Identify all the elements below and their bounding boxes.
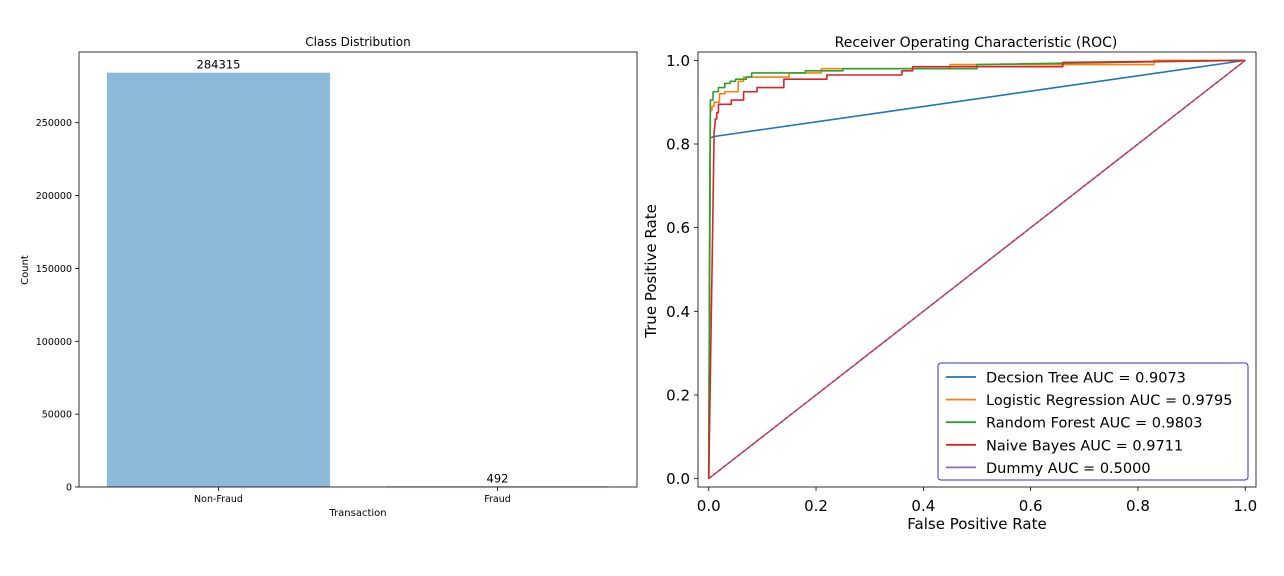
bar-plot-frame [78, 51, 638, 488]
class-distribution-chart: Class Distribution 284315 492 0 50000 10000… [20, 35, 638, 519]
legend-label: Random Forest AUC = 0.9803 [986, 416, 1203, 432]
roc-y-tick-label: 0.2 [666, 386, 690, 404]
legend-label: Naive Bayes AUC = 0.9711 [986, 438, 1183, 454]
roc-series-naive-bayes [707, 59, 1246, 479]
bar-x-axis-label: Transaction [328, 508, 386, 519]
roc-legend-frame [937, 362, 1249, 481]
legend-label: Decsion Tree AUC = 0.9073 [986, 371, 1186, 387]
bar-y-tick-label: 50000 [42, 410, 72, 421]
bar-y-axis-label: Count [20, 255, 31, 285]
bar-y-tick-label: 250000 [36, 118, 72, 129]
roc-diagonal-dashed [708, 59, 1246, 480]
bar-y-tick-label: 100000 [36, 337, 72, 348]
roc-x-tick-label: 0.0 [697, 497, 721, 515]
roc-y-tick-label: 0.8 [666, 136, 690, 154]
legend-label: Logistic Regression AUC = 0.9795 [986, 393, 1232, 409]
roc-x-tick-label: 0.4 [911, 497, 935, 515]
roc-chart-title: Receiver Operating Characteristic (ROC) [835, 35, 1118, 51]
roc-x-tick-label: 1.0 [1233, 497, 1257, 515]
bar-y-tick-label: 150000 [36, 264, 72, 275]
roc-chart: Receiver Operating Characteristic (ROC) … [642, 35, 1257, 533]
bar-x-tick-label: Non-Fraud [194, 494, 243, 505]
roc-x-tick-label: 0.2 [804, 497, 828, 515]
roc-series-random-forest [707, 59, 1246, 479]
bar-chart-title: Class Distribution [305, 35, 410, 49]
roc-plot-frame [697, 51, 1257, 488]
bar-value-label: 284315 [197, 58, 241, 72]
legend-label: Dummy AUC = 0.5000 [986, 461, 1151, 477]
bar-non-fraud [106, 72, 331, 487]
bar-y-tick-label: 0 [66, 483, 72, 494]
bar-y-tick-label: 200000 [36, 191, 72, 202]
roc-x-tick-label: 0.6 [1019, 497, 1043, 515]
roc-x-tick-label: 0.8 [1126, 497, 1150, 515]
roc-y-tick-label: 0.6 [666, 219, 690, 237]
roc-y-tick-label: 1.0 [666, 52, 690, 70]
roc-y-tick-label: 0.0 [666, 470, 690, 488]
roc-legend: Decsion Tree AUC = 0.9073 Logistic Regres… [937, 362, 1249, 481]
roc-y-tick-label: 0.4 [666, 303, 690, 321]
bar-x-tick-label: Fraud [484, 494, 511, 505]
bar-value-label: 492 [487, 471, 509, 485]
roc-y-axis-label: True Positive Rate [642, 204, 660, 339]
roc-x-axis-label: False Positive Rate [907, 515, 1046, 533]
